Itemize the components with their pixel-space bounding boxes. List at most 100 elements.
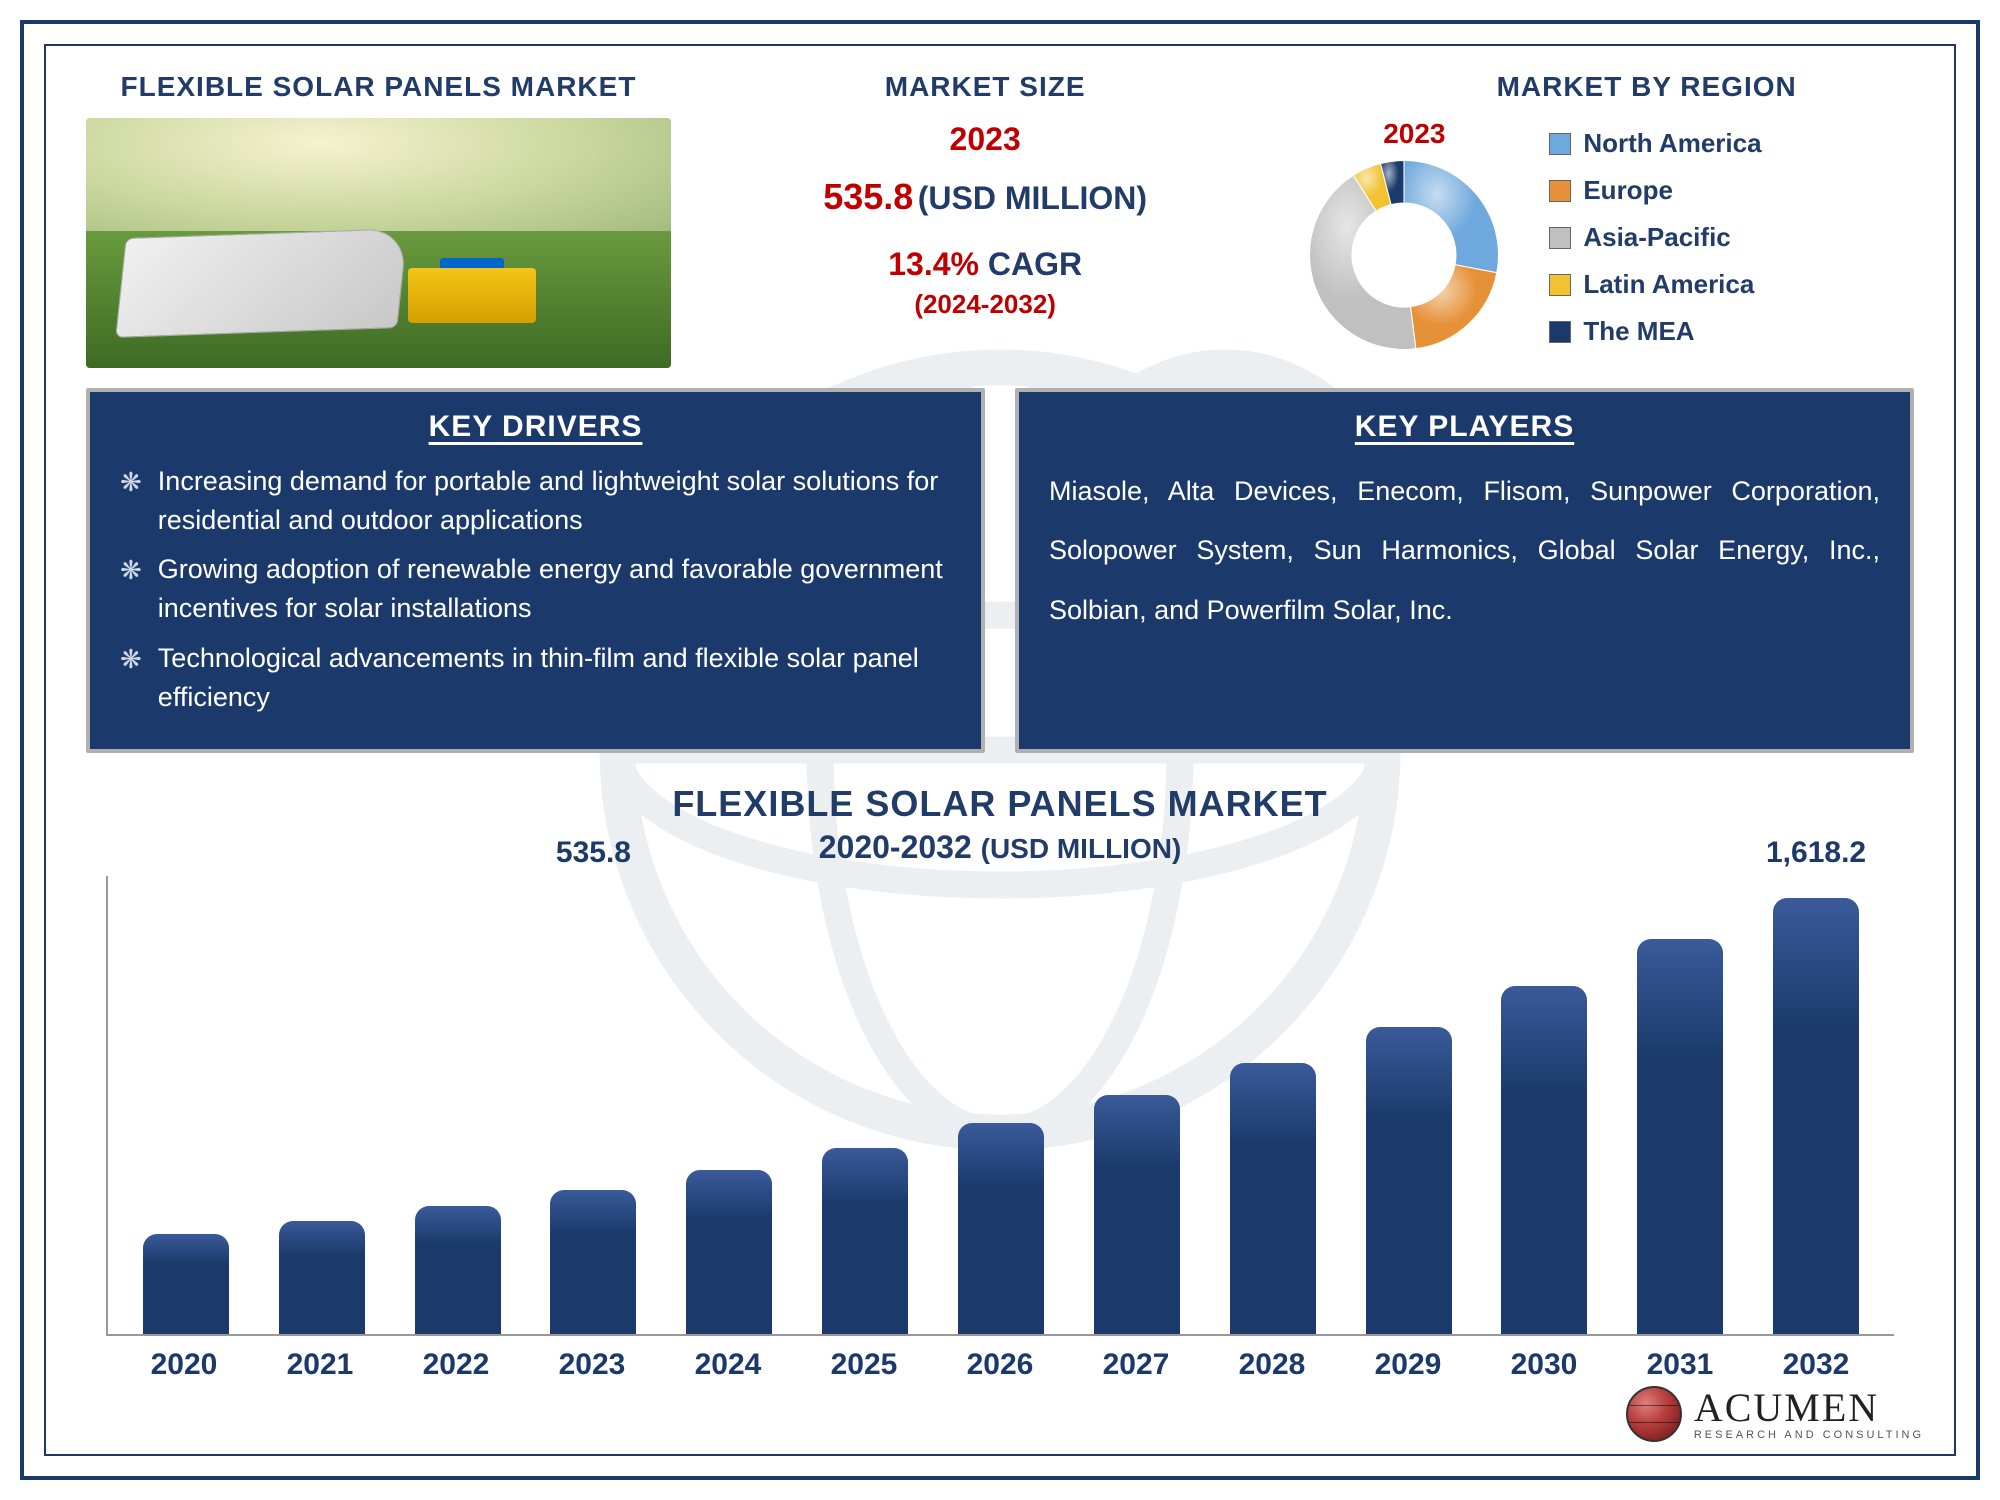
cagr-label: CAGR — [988, 246, 1082, 282]
bar — [415, 1206, 501, 1334]
market-by-region-heading: MARKET BY REGION — [1299, 71, 1956, 103]
x-label: 2021 — [252, 1348, 388, 1382]
bar — [1501, 986, 1587, 1334]
x-label: 2025 — [796, 1348, 932, 1382]
cagr-period: (2024-2032) — [711, 289, 1259, 320]
legend-label: Asia-Pacific — [1583, 222, 1730, 253]
market-size-heading: MARKET SIZE — [711, 71, 1259, 103]
x-label: 2023 — [524, 1348, 660, 1382]
key-players-text: Miasole, Alta Devices, Enecom, Flisom, S… — [1049, 462, 1880, 640]
legend-item: North America — [1549, 128, 1956, 159]
key-drivers-box: KEY DRIVERS Increasing demand for portab… — [86, 388, 985, 753]
cagr-value: 13.4% — [888, 246, 979, 282]
legend-item: Asia-Pacific — [1549, 222, 1956, 253]
bar — [550, 1190, 636, 1334]
key-drivers-heading: KEY DRIVERS — [120, 410, 951, 444]
bar — [1094, 1095, 1180, 1334]
logo-tagline: RESEARCH AND CONSULTING — [1694, 1430, 1924, 1441]
x-label: 2027 — [1068, 1348, 1204, 1382]
bar — [1366, 1027, 1452, 1334]
legend-item: Latin America — [1549, 269, 1956, 300]
legend-label: Latin America — [1583, 269, 1754, 300]
bar-column — [254, 876, 390, 1334]
toolbox-icon — [408, 268, 537, 323]
x-label: 2026 — [932, 1348, 1068, 1382]
x-label: 2031 — [1612, 1348, 1748, 1382]
chart-title: FLEXIBLE SOLAR PANELS MARKET — [106, 783, 1894, 825]
bar-value-label: 1,618.2 — [1766, 836, 1866, 870]
bar-column — [118, 876, 254, 1334]
legend-swatch — [1549, 321, 1571, 343]
bar-column — [933, 876, 1069, 1334]
cagr-row: 13.4% CAGR — [711, 246, 1259, 283]
legend-label: North America — [1583, 128, 1761, 159]
x-label: 2029 — [1340, 1348, 1476, 1382]
bar-chart: 535.8 1,618.2 — [106, 876, 1894, 1336]
market-size-year: 2023 — [711, 121, 1259, 158]
logo-brand: ACUMEN — [1694, 1388, 1924, 1428]
bar-column — [390, 876, 526, 1334]
market-size-value-row: 535.8 (USD MILLION) — [711, 176, 1259, 218]
x-label: 2020 — [116, 1348, 252, 1382]
outer-frame: FLEXIBLE SOLAR PANELS MARKET MARKET SIZE… — [20, 20, 1980, 1480]
key-drivers-list: Increasing demand for portable and light… — [120, 462, 951, 717]
top-row: FLEXIBLE SOLAR PANELS MARKET MARKET SIZE… — [46, 46, 1954, 378]
legend-swatch — [1549, 274, 1571, 296]
chart-title-row: FLEXIBLE SOLAR PANELS MARKET 2020-2032 (… — [106, 783, 1894, 866]
x-label: 2024 — [660, 1348, 796, 1382]
bar-column: 1,618.2 — [1748, 876, 1884, 1334]
x-label: 2022 — [388, 1348, 524, 1382]
legend-label: Europe — [1583, 175, 1673, 206]
bar-column — [661, 876, 797, 1334]
x-axis-labels: 2020202120222023202420252026202720282029… — [106, 1336, 1894, 1382]
market-size-value: 535.8 — [823, 176, 913, 217]
chart-subtitle: 2020-2032 (USD MILLION) — [106, 829, 1894, 866]
chart-section: FLEXIBLE SOLAR PANELS MARKET 2020-2032 (… — [46, 753, 1954, 1382]
logo-globe-icon — [1626, 1386, 1682, 1442]
bar — [686, 1170, 772, 1334]
bar-column — [1341, 876, 1477, 1334]
market-size-unit: (USD MILLION) — [918, 180, 1147, 216]
bar — [279, 1221, 365, 1334]
legend-label: The MEA — [1583, 316, 1694, 347]
legend-swatch — [1549, 133, 1571, 155]
legend-item: The MEA — [1549, 316, 1956, 347]
bar-column — [1205, 876, 1341, 1334]
inner-frame: FLEXIBLE SOLAR PANELS MARKET MARKET SIZE… — [44, 44, 1956, 1456]
chart-unit: (USD MILLION) — [981, 833, 1182, 864]
bar-value-label: 535.8 — [556, 836, 631, 870]
legend-item: Europe — [1549, 175, 1956, 206]
bar — [1230, 1063, 1316, 1334]
bar — [1637, 939, 1723, 1334]
chart-period: 2020-2032 — [819, 829, 972, 865]
bar-column: 535.8 — [526, 876, 662, 1334]
bar-column — [1069, 876, 1205, 1334]
title-image-column: FLEXIBLE SOLAR PANELS MARKET — [86, 71, 671, 368]
x-label: 2030 — [1476, 1348, 1612, 1382]
donut-chart: 2023 — [1299, 118, 1529, 365]
legend-swatch — [1549, 180, 1571, 202]
bars-container: 535.8 1,618.2 — [108, 876, 1894, 1334]
key-players-heading: KEY PLAYERS — [1049, 410, 1880, 444]
key-players-box: KEY PLAYERS Miasole, Alta Devices, Eneco… — [1015, 388, 1914, 753]
x-label: 2028 — [1204, 1348, 1340, 1382]
driver-item: Increasing demand for portable and light… — [120, 462, 951, 540]
product-illustration — [86, 118, 671, 368]
page-title: FLEXIBLE SOLAR PANELS MARKET — [86, 71, 671, 103]
bar — [822, 1148, 908, 1334]
bar — [958, 1123, 1044, 1334]
flexible-panel-icon — [115, 228, 408, 338]
region-legend: North America Europe Asia-Pacific Latin Ame… — [1549, 118, 1956, 363]
bar-column — [1476, 876, 1612, 1334]
bar-column — [1612, 876, 1748, 1334]
market-size-column: MARKET SIZE 2023 535.8 (USD MILLION) 13.… — [711, 71, 1259, 368]
donut-year: 2023 — [1299, 118, 1529, 150]
driver-item: Growing adoption of renewable energy and… — [120, 550, 951, 628]
donut-svg — [1299, 150, 1509, 360]
info-boxes-row: KEY DRIVERS Increasing demand for portab… — [46, 378, 1954, 753]
bar — [143, 1234, 229, 1334]
driver-item: Technological advancements in thin-film … — [120, 639, 951, 717]
bar-column — [797, 876, 933, 1334]
x-label: 2032 — [1748, 1348, 1884, 1382]
legend-swatch — [1549, 227, 1571, 249]
